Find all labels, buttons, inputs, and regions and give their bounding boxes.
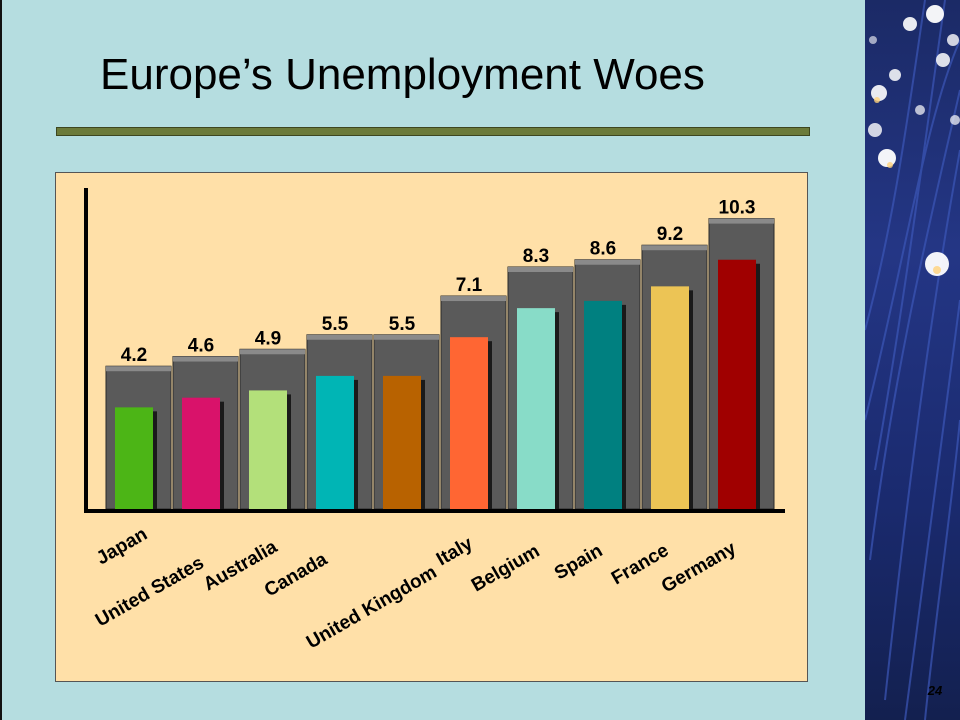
category-label-united-kingdom: United Kingdom: [303, 562, 441, 654]
fiber-optic-decoration: [865, 0, 960, 720]
slide-title: Europe’s Unemployment Woes: [100, 50, 705, 99]
value-label-belgium: 8.3: [523, 246, 549, 267]
bar-frame-top-germany: [709, 218, 774, 224]
category-label-spain: Spain: [551, 540, 606, 584]
chart-panel: 4.2 4.6 4.9 5.5 5.5 7.1 8.3 8.6 9.2 10.3 Japan Uni…: [55, 172, 808, 682]
bar-france: [651, 286, 689, 509]
bar-united-kingdom: [383, 375, 421, 509]
bar-frame-top-france: [642, 245, 707, 251]
bar-frame-top-italy: [441, 296, 506, 302]
bar-frame-top-japan: [106, 366, 171, 372]
category-label-japan: Japan: [93, 524, 151, 570]
value-label-japan: 4.2: [121, 345, 147, 366]
category-label-italy: Italy: [433, 533, 477, 570]
category-label-germany: Germany: [658, 538, 740, 598]
bars-layer: [115, 259, 760, 509]
bar-frame-top-australia: [240, 349, 305, 355]
category-label-belgium: Belgium: [468, 541, 543, 597]
axes-layer: [84, 188, 785, 513]
bar-japan: [115, 407, 153, 509]
value-label-france: 9.2: [657, 224, 683, 245]
value-label-united-states: 4.6: [188, 336, 214, 357]
value-label-canada: 5.5: [322, 314, 349, 335]
bar-frame-top-united-states: [173, 356, 238, 362]
bar-italy: [450, 337, 488, 509]
bar-frame-top-canada: [307, 334, 372, 340]
fiber-optic-image: [865, 0, 960, 720]
value-label-australia: 4.9: [255, 328, 281, 349]
bar-frame-top-united-kingdom: [374, 334, 439, 340]
value-label-germany: 10.3: [719, 198, 756, 219]
title-underline-rule: [56, 127, 810, 136]
bar-united-states: [182, 397, 220, 509]
bar-frame-top-spain: [575, 259, 640, 265]
value-label-italy: 7.1: [456, 275, 483, 296]
bar-belgium: [517, 308, 555, 509]
bar-chart: 4.2 4.6 4.95.5 5.57.18.3 8.69.210.3 JapanUni…: [84, 188, 785, 654]
value-label-united-kingdom: 5.5: [389, 314, 416, 335]
bar-germany: [718, 259, 756, 509]
value-label-spain: 8.6: [590, 239, 616, 260]
page-number: 24: [927, 683, 943, 698]
bar-australia: [249, 390, 287, 509]
value-labels-layer: 4.2 4.6 4.9 5.5 5.5 7.1 8.3 8.6 9.2 10.3: [121, 198, 756, 367]
bar-spain: [584, 300, 622, 509]
bar-frame-top-belgium: [508, 267, 573, 272]
bar-canada: [316, 375, 354, 509]
